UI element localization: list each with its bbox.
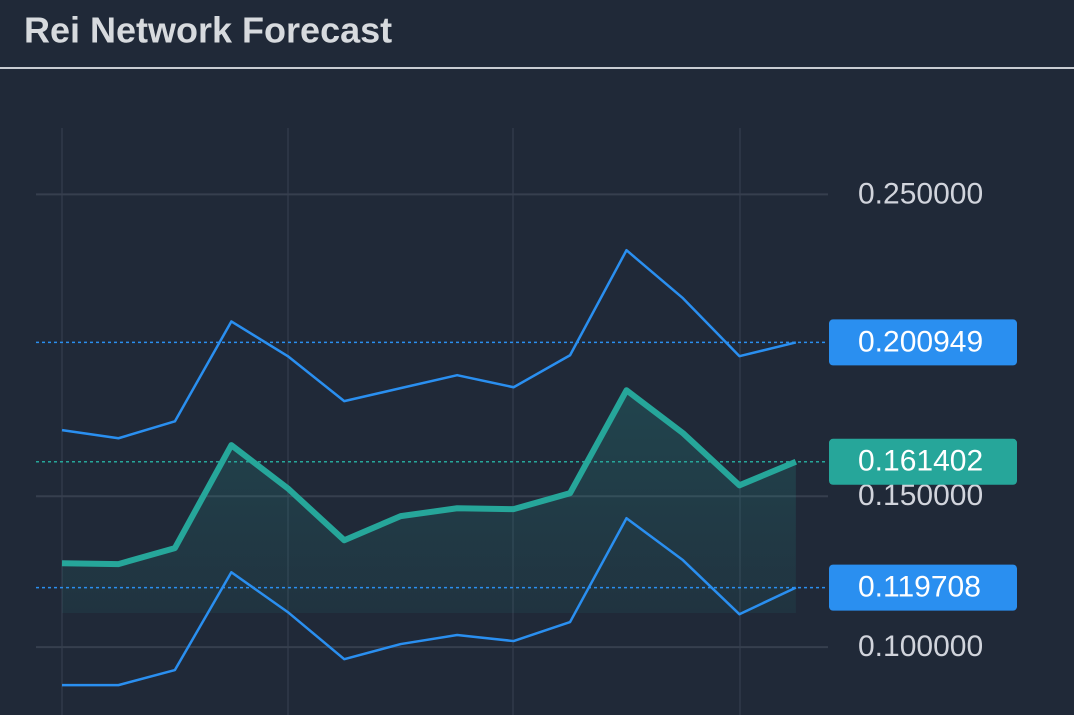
last-value-label: 0.161402: [858, 445, 983, 478]
series-line: [62, 516, 797, 687]
last-value-label: 0.200949: [858, 325, 983, 358]
last-value-box: [829, 438, 1017, 485]
area: [62, 390, 796, 613]
y-tick-label: 0.100000: [858, 630, 983, 663]
series-line: [61, 387, 798, 568]
last-value-box: [829, 564, 1017, 611]
series-line: [61, 248, 797, 440]
y-tick-label: 0.250000: [858, 177, 983, 210]
last-value-label: 0.119708: [858, 571, 981, 604]
chart-title: Rei Network Forecast: [24, 10, 392, 51]
last-value-box: [829, 319, 1017, 366]
vertical-grid: [61, 128, 741, 715]
